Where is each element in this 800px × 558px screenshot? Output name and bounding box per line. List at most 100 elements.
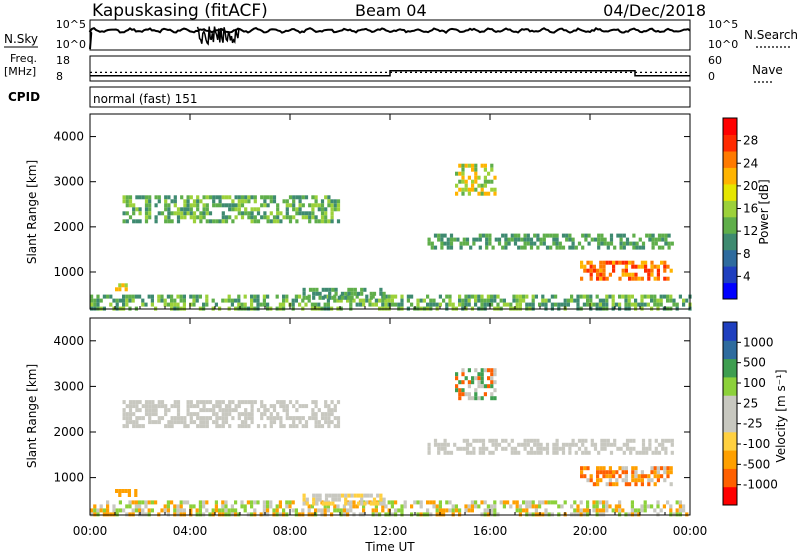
echo-cell bbox=[464, 508, 468, 513]
echo-cell bbox=[580, 466, 584, 471]
echo-cell bbox=[221, 215, 225, 220]
echo-cell bbox=[557, 302, 561, 307]
echo-cell bbox=[488, 438, 492, 443]
echo-cell bbox=[157, 400, 161, 405]
echo-cell bbox=[390, 302, 394, 307]
echo-cell bbox=[576, 294, 580, 299]
echo-cell bbox=[651, 450, 655, 455]
echo-cell bbox=[128, 416, 133, 421]
echo-cell bbox=[196, 424, 200, 429]
echo-cell bbox=[612, 264, 616, 269]
echo-cell bbox=[215, 203, 219, 208]
echo-cell bbox=[318, 493, 322, 498]
echo-cell bbox=[647, 474, 651, 479]
echo-cell bbox=[353, 291, 357, 296]
echo-cell bbox=[349, 504, 353, 509]
echo-cell bbox=[179, 504, 183, 509]
echo-cell bbox=[352, 500, 356, 505]
echo-cell bbox=[480, 368, 484, 373]
echo-cell bbox=[215, 219, 219, 224]
y-tick-label: 4000 bbox=[53, 334, 84, 348]
echo-cell bbox=[292, 420, 296, 425]
echo-cell bbox=[228, 408, 232, 413]
echo-cell bbox=[163, 302, 167, 307]
echo-cell bbox=[467, 392, 471, 397]
echo-cell bbox=[121, 283, 125, 288]
echo-cell bbox=[362, 504, 366, 509]
echo-cell bbox=[477, 380, 481, 385]
echo-cell bbox=[134, 500, 138, 505]
echo-cell bbox=[205, 302, 209, 307]
echo-cell bbox=[118, 298, 122, 303]
echo-cell bbox=[144, 404, 149, 409]
echo-cell bbox=[650, 272, 654, 277]
x-tick-label: 08:00 bbox=[273, 524, 308, 538]
echo-cell bbox=[455, 388, 459, 393]
echo-cell bbox=[164, 219, 168, 224]
echo-cell bbox=[650, 264, 654, 269]
echo-cell bbox=[609, 233, 614, 238]
echo-cell bbox=[437, 442, 441, 447]
echo-cell bbox=[221, 195, 225, 200]
echo-cell bbox=[600, 233, 604, 238]
echo-cell bbox=[491, 438, 495, 443]
echo-cell bbox=[301, 203, 305, 208]
echo-cell bbox=[173, 512, 177, 517]
echo-cell bbox=[501, 446, 505, 451]
echo-cell bbox=[144, 211, 149, 216]
nsky-tick-top: 10^5 bbox=[56, 18, 86, 31]
echo-cell bbox=[253, 512, 257, 517]
echo-cell bbox=[356, 501, 361, 506]
echo-cell bbox=[490, 167, 494, 172]
echo-cell bbox=[661, 438, 665, 443]
echo-cell bbox=[166, 500, 170, 505]
echo-cell bbox=[422, 512, 426, 517]
echo-cell bbox=[320, 219, 325, 224]
echo-cell bbox=[182, 298, 186, 303]
echo-cell bbox=[276, 215, 280, 220]
echo-cell bbox=[458, 171, 462, 176]
echo-cell bbox=[458, 508, 462, 513]
echo-cell bbox=[625, 442, 630, 447]
echo-cell bbox=[301, 416, 305, 421]
echo-cell bbox=[437, 446, 441, 451]
echo-cell bbox=[455, 191, 459, 196]
echo-cell bbox=[135, 408, 139, 413]
echo-cell bbox=[240, 211, 245, 216]
echo-cell bbox=[602, 268, 606, 273]
echo-cell bbox=[485, 245, 489, 250]
echo-cell bbox=[312, 287, 316, 292]
echo-cell bbox=[205, 508, 209, 513]
echo-cell bbox=[446, 450, 450, 455]
echo-cell bbox=[596, 470, 600, 475]
echo-cell bbox=[189, 412, 193, 417]
echo-cell bbox=[307, 298, 311, 303]
echo-cell bbox=[525, 302, 529, 307]
echo-cell bbox=[474, 187, 478, 192]
echo-cell bbox=[487, 384, 491, 389]
echo-cell bbox=[327, 203, 331, 208]
echo-cell bbox=[215, 420, 219, 425]
colorbar-tick-label: 500 bbox=[743, 356, 766, 370]
echo-cell bbox=[582, 302, 586, 307]
echo-cell bbox=[234, 195, 238, 200]
echo-cell bbox=[330, 412, 334, 417]
echo-cell bbox=[260, 404, 264, 409]
echo-cell bbox=[654, 446, 658, 451]
echo-cell bbox=[240, 420, 245, 425]
echo-cell bbox=[465, 446, 470, 451]
echo-cell bbox=[336, 207, 341, 212]
echo-cell bbox=[211, 508, 215, 513]
echo-cell bbox=[490, 294, 494, 299]
echo-cell bbox=[192, 294, 196, 299]
echo-cell bbox=[256, 424, 261, 429]
echo-cell bbox=[326, 508, 330, 513]
echo-cell bbox=[528, 500, 532, 505]
echo-cell bbox=[561, 245, 566, 250]
echo-cell bbox=[292, 195, 296, 200]
echo-cell bbox=[320, 508, 324, 513]
echo-cell bbox=[170, 420, 174, 425]
echo-cell bbox=[128, 420, 133, 425]
echo-cell bbox=[167, 207, 171, 212]
